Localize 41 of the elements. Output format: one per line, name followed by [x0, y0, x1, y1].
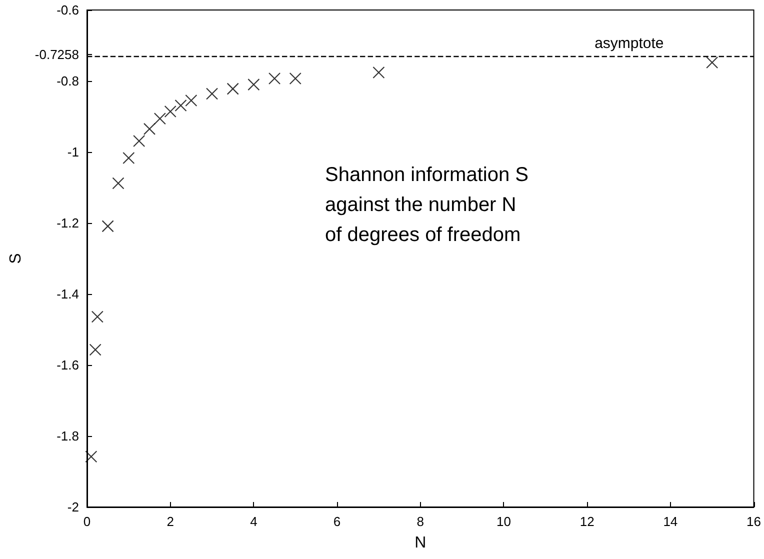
x-axis-title: N	[414, 534, 426, 552]
x-tick-label: 12	[580, 514, 594, 529]
point	[122, 152, 135, 164]
y-tick-label: -1	[67, 144, 79, 160]
y-tick-label: -2	[67, 500, 79, 514]
point	[185, 94, 198, 107]
x-tick-label: 16	[746, 514, 762, 529]
y-axis-title: S	[8, 253, 24, 264]
y-tick-label: -0.7258	[34, 47, 79, 62]
point	[154, 112, 166, 125]
point	[91, 310, 104, 323]
y-tick-label: -0.8	[56, 74, 79, 88]
y-tick-label: -0.6	[56, 2, 79, 18]
y-tick-label: -1.6	[56, 358, 79, 372]
x-tick-label: 4	[250, 514, 258, 529]
x-tick-label: 14	[663, 514, 678, 529]
point	[706, 56, 718, 69]
point	[372, 66, 385, 79]
x-tick-label: 10	[496, 514, 511, 529]
y-tick-label: -1.4	[56, 286, 79, 302]
point	[289, 72, 302, 85]
point	[85, 450, 98, 463]
point	[206, 88, 218, 100]
point	[143, 122, 156, 135]
point	[133, 134, 146, 148]
point	[112, 177, 124, 190]
annotation: Shannon information S against the number N of degrees of freedom	[325, 164, 528, 246]
y-tick-label: -1.8	[56, 428, 79, 444]
point	[102, 220, 114, 232]
x-tick-label: 2	[166, 514, 174, 529]
x-tick-label: 8	[416, 514, 424, 529]
point	[268, 72, 281, 85]
point	[248, 78, 260, 91]
x-tick-label: 6	[333, 514, 341, 529]
point	[174, 99, 187, 112]
point	[164, 105, 176, 118]
y-tick-label: -1.2	[56, 216, 79, 230]
x-tick-label: 0	[83, 514, 91, 529]
ref-line-label: asymptote	[594, 35, 664, 52]
point	[89, 344, 102, 356]
point	[226, 82, 239, 95]
